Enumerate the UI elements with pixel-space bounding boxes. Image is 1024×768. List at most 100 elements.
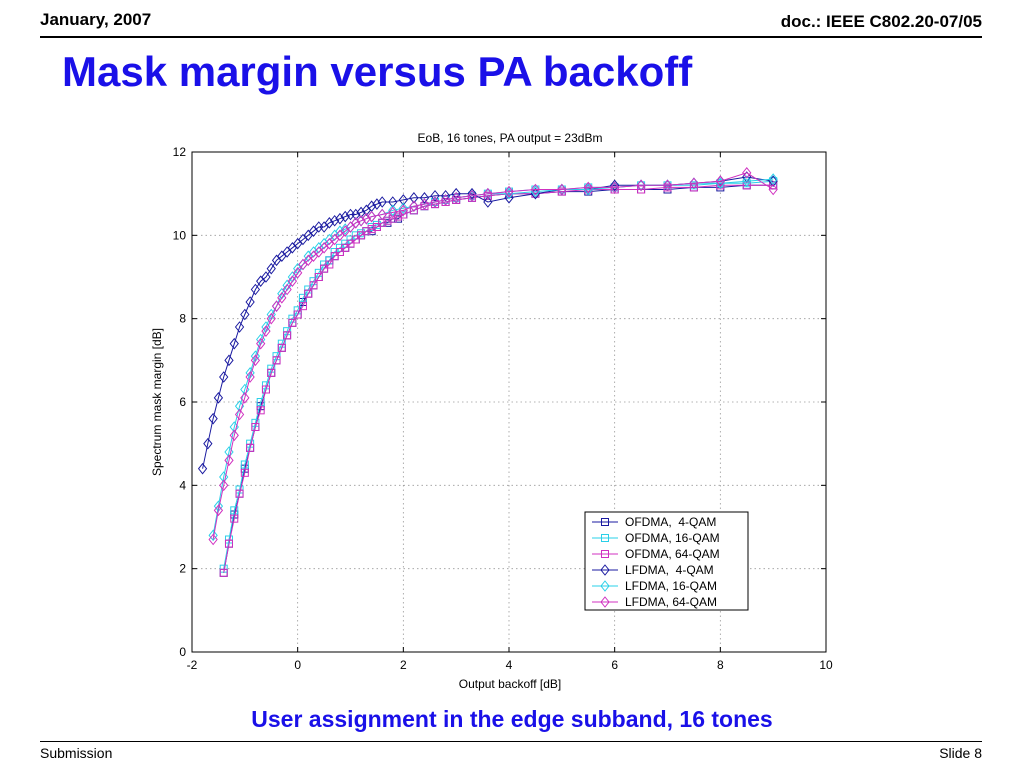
data-point — [356, 206, 366, 219]
data-point — [451, 192, 461, 204]
data-point — [330, 252, 339, 261]
data-point — [372, 198, 382, 210]
chart-title: EoB, 16 tones, PA output = 23dBm — [418, 131, 603, 145]
data-point — [483, 196, 493, 208]
data-point — [240, 308, 250, 321]
data-point — [282, 283, 292, 296]
data-point — [224, 454, 234, 467]
data-point — [610, 179, 620, 192]
legend-swatch-marker — [600, 580, 610, 592]
data-point — [689, 177, 699, 190]
data-point — [504, 185, 514, 198]
data-point — [742, 171, 752, 183]
data-point — [419, 192, 430, 204]
data-point — [197, 462, 208, 475]
data-point — [440, 189, 451, 202]
data-point — [230, 514, 239, 523]
data-point — [245, 371, 255, 383]
data-point — [330, 248, 339, 256]
data-point — [213, 504, 224, 517]
y-tick-label: 12 — [173, 145, 187, 159]
x-tick-label: 0 — [294, 658, 301, 672]
data-point — [325, 260, 334, 269]
data-point — [261, 271, 271, 283]
data-point — [309, 281, 318, 290]
slide-title: Mask margin versus PA backoff — [62, 48, 693, 95]
data-point — [715, 175, 725, 187]
data-point — [742, 175, 752, 187]
data-point — [240, 468, 249, 477]
data-point — [366, 210, 377, 223]
data-point — [377, 196, 387, 208]
data-point — [742, 167, 752, 179]
data-point — [610, 181, 620, 194]
data-point — [467, 187, 477, 200]
legend-swatch-marker — [601, 534, 609, 542]
x-tick-label: 2 — [400, 658, 407, 672]
data-point — [467, 189, 477, 202]
data-point — [256, 337, 266, 350]
data-point — [557, 183, 567, 196]
footer-divider — [40, 741, 982, 742]
data-point — [357, 231, 366, 240]
chart: EoB, 16 tones, PA output = 23dBm -2 0 2 4 6 8… — [150, 131, 833, 691]
data-point — [399, 210, 408, 219]
footer-submission: Submission — [40, 745, 113, 761]
data-point — [340, 223, 350, 235]
data-point — [346, 235, 355, 244]
data-point — [246, 443, 255, 452]
footer-slide-number: Slide 8 — [939, 745, 982, 761]
data-point — [335, 243, 344, 252]
data-point — [235, 489, 244, 498]
y-tick-label: 10 — [173, 228, 187, 242]
x-axis-label: Output backoff [dB] — [459, 677, 562, 691]
series-line — [223, 184, 774, 573]
data-point — [483, 187, 493, 200]
data-point — [362, 227, 371, 236]
series-layer — [197, 167, 778, 577]
data-point — [277, 343, 286, 352]
legend-swatch-marker — [601, 518, 609, 526]
data-point — [283, 331, 292, 340]
data-point — [224, 539, 233, 548]
data-point — [335, 248, 344, 256]
data-point — [636, 179, 646, 192]
legend-swatch-marker — [600, 596, 610, 608]
data-point — [398, 202, 408, 215]
legend-box — [584, 511, 749, 611]
data-point — [219, 371, 229, 383]
data-point — [351, 231, 360, 240]
legend-item: OFDMA, 4-QAM — [592, 515, 716, 529]
data-point — [250, 283, 261, 296]
data-point — [277, 292, 287, 304]
data-point — [213, 392, 224, 404]
data-point — [346, 239, 355, 248]
data-point — [251, 423, 260, 431]
data-point — [440, 194, 451, 206]
data-point — [230, 506, 239, 515]
data-point — [271, 300, 282, 312]
y-tick-label: 4 — [179, 478, 186, 492]
data-point — [287, 275, 298, 287]
data-point — [419, 198, 430, 210]
data-point — [398, 204, 408, 217]
x-tick-label: 4 — [506, 658, 513, 672]
data-point — [383, 216, 392, 225]
header-divider — [40, 36, 982, 38]
legend-item: LFDMA, 4-QAM — [592, 563, 714, 577]
data-point — [293, 310, 302, 319]
legend-label: OFDMA, 16-QAM — [625, 531, 720, 545]
legend: OFDMA, 4-QAM OFDMA, 16-QAM OFDMA, 64-QAM LF… — [584, 511, 749, 611]
data-point — [256, 398, 265, 406]
data-point — [304, 289, 313, 298]
x-tick-label: 8 — [717, 658, 724, 672]
data-point — [409, 200, 419, 212]
legend-swatch-marker — [600, 564, 610, 576]
legend-label: OFDMA, 64-QAM — [625, 547, 720, 561]
data-point — [769, 181, 778, 190]
data-point — [768, 183, 778, 196]
data-point — [219, 471, 229, 483]
data-point — [298, 302, 307, 311]
slide-caption: User assignment in the edge subband, 16 … — [251, 706, 773, 732]
